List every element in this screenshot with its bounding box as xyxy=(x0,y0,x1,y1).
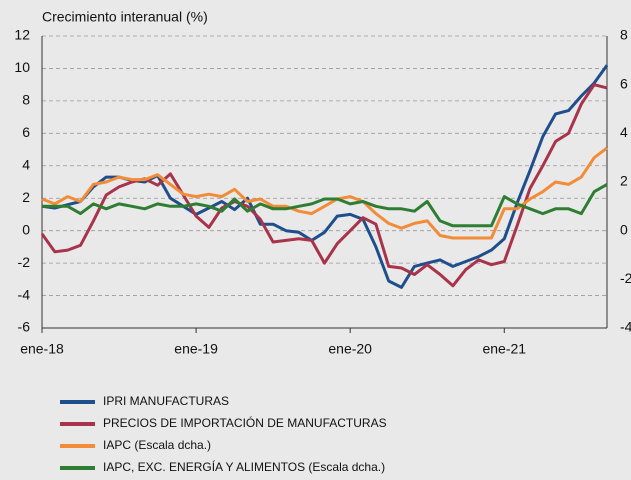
y-tick-label: -6 xyxy=(18,319,31,335)
y-tick-label: 12 xyxy=(14,27,30,43)
y-tick-label: 10 xyxy=(14,59,30,75)
series-line xyxy=(40,83,608,288)
y2-tick-label: 2 xyxy=(620,173,628,189)
y2-tick-label: 4 xyxy=(620,124,628,140)
y-tick-label: -2 xyxy=(18,254,31,270)
legend-label: IPRI MANUFACTURAS xyxy=(103,394,229,408)
legend-label: IAPC, EXC. ENERGÍA Y ALIMENTOS (Escala d… xyxy=(103,459,385,474)
y2-tick-label: -4 xyxy=(620,319,631,335)
y-tick-label: 8 xyxy=(22,92,30,108)
y-tick-label: -4 xyxy=(18,286,31,302)
series-line xyxy=(41,64,609,289)
y2-tick-label: 0 xyxy=(620,221,628,237)
y-tick-label: 0 xyxy=(22,221,30,237)
legend-label: PRECIOS DE IMPORTACIÓN DE MANUFACTURAS xyxy=(103,415,387,430)
legend-label: IAPC (Escala dcha.) xyxy=(103,438,211,452)
chart-title: Crecimiento interanual (%) xyxy=(42,9,208,25)
y2-tick-label: 8 xyxy=(620,27,628,43)
x-tick-label: ene-20 xyxy=(328,341,372,357)
y-tick-label: 4 xyxy=(22,156,30,172)
y-tick-label: 2 xyxy=(22,189,30,205)
x-tick-label: ene-21 xyxy=(482,341,526,357)
series-line xyxy=(41,146,608,240)
x-tick-label: ene-19 xyxy=(174,341,218,357)
series-line xyxy=(42,183,608,228)
x-tick-label: ene-18 xyxy=(20,341,64,357)
y2-tick-label: -2 xyxy=(620,270,631,286)
y-tick-label: 6 xyxy=(22,124,30,140)
y2-tick-label: 6 xyxy=(620,75,628,91)
